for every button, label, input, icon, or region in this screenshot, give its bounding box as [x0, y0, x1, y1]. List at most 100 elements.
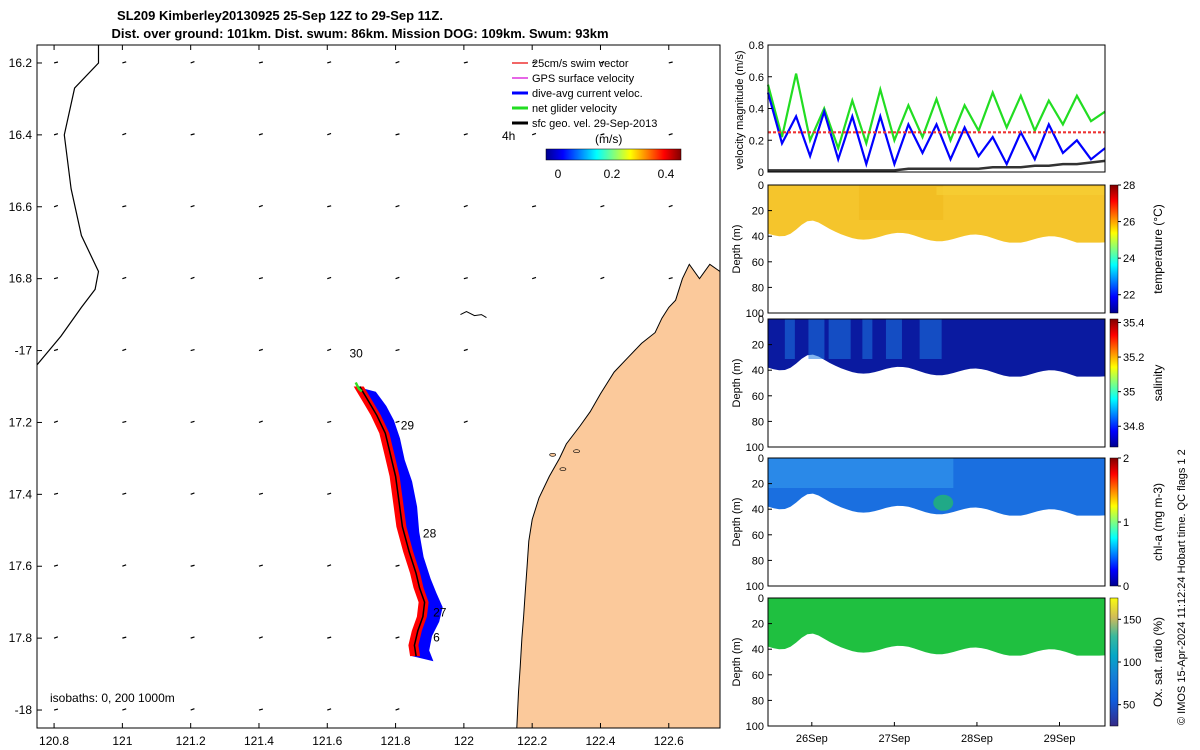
sec-cbtick-0-2: 26: [1123, 217, 1135, 229]
vector-0-7: [53, 564, 59, 567]
vector-0-4: [53, 348, 59, 352]
island-1: [559, 467, 567, 472]
sal-streak-3: [862, 319, 873, 359]
sec-ytick-1-1: 20: [752, 340, 764, 352]
vector-7-3: [531, 276, 537, 280]
sec-xtick-3: 29Sep: [1044, 733, 1076, 745]
map-x-tick-8: 122.4: [585, 734, 615, 748]
net-velocity-start: [354, 381, 363, 393]
sec-cbtick-3-0: 50: [1123, 700, 1135, 712]
map-y-tick-3: 16.8: [9, 272, 33, 286]
sec-colorbar-3: [1109, 597, 1119, 727]
vector-8-0: [600, 61, 605, 64]
section-panel-3: 0 20 40 60 80 100 Depth (m) 50 100 150 Ox. sat. ra…: [731, 593, 1165, 745]
chart-title-line1: SL209 Kimberley20130925 25-Sep 12Z to 29…: [117, 8, 443, 23]
island-2: [573, 449, 580, 454]
temp-warm-band: [858, 185, 944, 220]
sec-ytick-2-1: 20: [752, 479, 764, 491]
section-panel-1: 0 20 40 60 80 100 Depth (m) 34.8 35 35.2 35.4 salin…: [731, 314, 1165, 454]
section-frame-3: [767, 597, 1106, 727]
vector-4-6: [327, 492, 332, 495]
vector-3-3: [258, 277, 263, 280]
sec-xtick-2: 28Sep: [961, 733, 993, 745]
sec-ytick-3-4: 80: [752, 695, 764, 707]
vector-3-9: [258, 708, 263, 711]
vel-tick-4: 0.8: [749, 40, 764, 52]
sec-ylabel-2: Depth (m): [731, 498, 743, 547]
vector-5-9: [395, 708, 400, 711]
velocity-y-label: velocity magnitude (m/s): [734, 50, 746, 169]
vector-0-6: [53, 492, 59, 495]
sec-ytick-2-2: 40: [752, 504, 764, 516]
vector-3-8: [258, 636, 263, 639]
vector-5-4: [395, 348, 400, 352]
vector-0-3: [53, 277, 59, 280]
sec-cbtick-2-2: 2: [1123, 453, 1129, 465]
map-y-tick-0: 16.2: [9, 56, 33, 70]
vector-9-0: [668, 61, 673, 64]
vector-3-0: [258, 61, 263, 64]
vector-1-9: [122, 708, 127, 711]
vector-4-0: [327, 61, 332, 64]
day-label-2: 28: [423, 526, 437, 540]
glider-path: [359, 386, 426, 657]
sec-cbtick-3-2: 150: [1123, 614, 1141, 626]
map-x-tick-1: 121: [112, 734, 132, 748]
sal-streak-1: [808, 319, 825, 359]
speed-colorbar-ticks: 0 0.2 0.4: [555, 167, 675, 181]
sec-ylabel-1: Depth (m): [731, 359, 743, 408]
sec-cbtick-1-1: 35: [1123, 387, 1135, 399]
legend-label-3: net glider velocity: [532, 103, 617, 115]
day-label-1: 29: [401, 419, 415, 433]
vector-0-0: [53, 61, 59, 64]
land-mass: [460, 263, 721, 729]
sec-cbtick-0-0: 22: [1123, 290, 1135, 302]
sec-ytick-2-5: 100: [746, 581, 764, 593]
map-y-tick-6: 17.4: [9, 487, 33, 501]
vector-2-7: [190, 564, 195, 567]
legend-label-2: dive-avg current veloc.: [532, 88, 643, 100]
sec-cbtick-2-1: 1: [1123, 517, 1129, 529]
sec-cbtick-1-2: 35.2: [1123, 352, 1144, 364]
vel-tick-1: 0.2: [749, 135, 764, 147]
vector-4-8: [327, 636, 332, 639]
map-y-tick-1: 16.4: [9, 128, 33, 142]
vector-8-3: [600, 276, 605, 280]
vector-4-4: [327, 348, 332, 352]
temp-surface-band: [936, 187, 1105, 195]
sec-ytick-3-1: 20: [752, 619, 764, 631]
sec-ytick-1-3: 60: [752, 391, 764, 403]
vector-5-5: [395, 420, 400, 424]
island-0: [549, 452, 557, 457]
section-frame-0: [767, 184, 1106, 314]
swim-vector-band: [353, 386, 429, 657]
vector-6-4: [463, 348, 468, 352]
vector-3-5: [258, 420, 263, 424]
sec-ytick-0-1: 20: [752, 206, 764, 218]
velocity-panel: 0 0.2 0.4 0.6 0.8 velocity magnitude (m/s): [734, 40, 1106, 179]
velocity-line-3: [768, 159, 1106, 172]
vector-3-1: [258, 133, 263, 136]
chart-title-line2: Dist. over ground: 101km. Dist. swum: 86…: [111, 26, 609, 41]
vector-6-2: [463, 204, 468, 208]
vector-5-7: [395, 564, 400, 567]
vector-2-8: [190, 636, 195, 639]
sec-cbtick-2-0: 0: [1123, 581, 1129, 593]
sec-ytick-3-5: 100: [746, 721, 764, 733]
map-x-ticks: 120.8 121 121.2 121.4 121.6 121.8 122 122.2 122.…: [39, 45, 684, 748]
map-x-tick-5: 121.8: [381, 734, 411, 748]
sec-ytick-2-3: 60: [752, 530, 764, 542]
sec-ylabel-3: Depth (m): [731, 638, 743, 687]
vector-2-2: [190, 205, 195, 208]
sec-ytick-2-4: 80: [752, 555, 764, 567]
vector-4-1: [327, 132, 332, 136]
sec-ytick-3-2: 40: [752, 644, 764, 656]
speed-colorbar-tick-0: 0: [555, 167, 562, 181]
map-x-tick-2: 121.2: [176, 734, 206, 748]
map-x-tick-9: 122.6: [654, 734, 684, 748]
vector-3-2: [258, 204, 263, 208]
sec-cblabel-3: Ox. sat. ratio (%): [1151, 617, 1165, 707]
vector-1-2: [122, 205, 127, 208]
map-legend: 25cm/s swim vector GPS surface velocity di…: [512, 58, 657, 130]
sec-colorbar-2: [1109, 457, 1119, 587]
